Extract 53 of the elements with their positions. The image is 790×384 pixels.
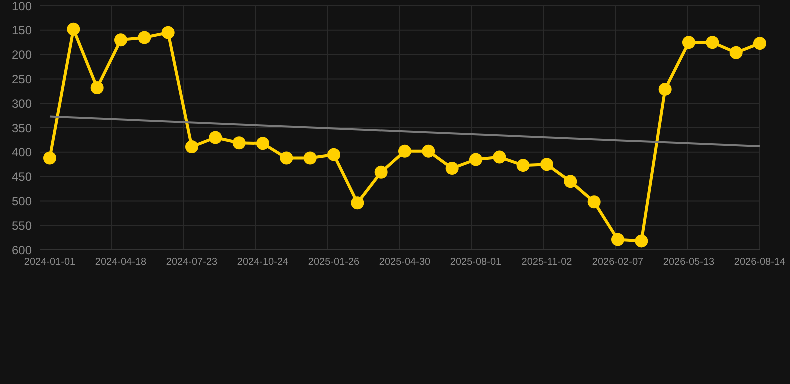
point: [612, 233, 624, 246]
x-tick-label: 2026-08-14: [734, 257, 786, 268]
point: [328, 148, 340, 162]
x-tick-label: 2024-10-24: [237, 257, 290, 268]
x-tick-label: 2026-05-13: [663, 257, 716, 268]
x-tick-label: 2025-01-26: [308, 257, 360, 268]
point: [351, 196, 364, 210]
point: [588, 196, 601, 209]
point: [304, 152, 317, 165]
y-tick-label: 300: [12, 96, 32, 111]
point: [706, 36, 720, 50]
x-tick-label: 2024-01-01: [24, 257, 76, 268]
y-tick-label: 550: [12, 218, 32, 233]
x-tick-label: 2024-04-18: [95, 257, 148, 268]
point: [398, 144, 412, 158]
x-tick-label: 2025-04-30: [379, 257, 432, 268]
point: [493, 150, 506, 164]
point: [162, 26, 175, 40]
point: [682, 36, 696, 50]
x-tick-label: 2025-11-02: [522, 257, 573, 268]
x-tick-label: 2025-08-01: [450, 257, 502, 268]
point: [730, 46, 743, 60]
point: [516, 159, 530, 172]
y-tick-label: 150: [12, 24, 32, 38]
point: [280, 152, 294, 165]
point: [658, 82, 672, 96]
point: [186, 140, 198, 154]
point: [754, 37, 766, 50]
point: [114, 34, 128, 47]
point: [67, 22, 80, 36]
x-tick-label: 2026-02-07: [592, 257, 644, 268]
y-tick-label: 350: [12, 121, 32, 136]
point: [90, 81, 104, 94]
y-tick-label: 250: [12, 72, 32, 86]
y-tick-label: 100: [12, 0, 32, 14]
y-tick-label: 600: [12, 243, 32, 258]
point: [564, 175, 578, 188]
point: [44, 152, 56, 165]
point: [635, 234, 648, 248]
y-tick-label: 450: [12, 170, 32, 184]
point: [256, 137, 270, 150]
point: [422, 144, 436, 158]
point: [209, 131, 222, 144]
y-tick-label: 200: [12, 48, 32, 62]
y-tick-label: 400: [12, 146, 32, 160]
point: [470, 153, 482, 166]
point: [374, 166, 388, 179]
point: [446, 162, 459, 176]
point: [138, 31, 152, 44]
point: [540, 158, 554, 172]
point: [232, 136, 246, 150]
y-tick-label: 500: [12, 194, 32, 208]
x-tick-label: 2024-07-23: [166, 257, 218, 268]
